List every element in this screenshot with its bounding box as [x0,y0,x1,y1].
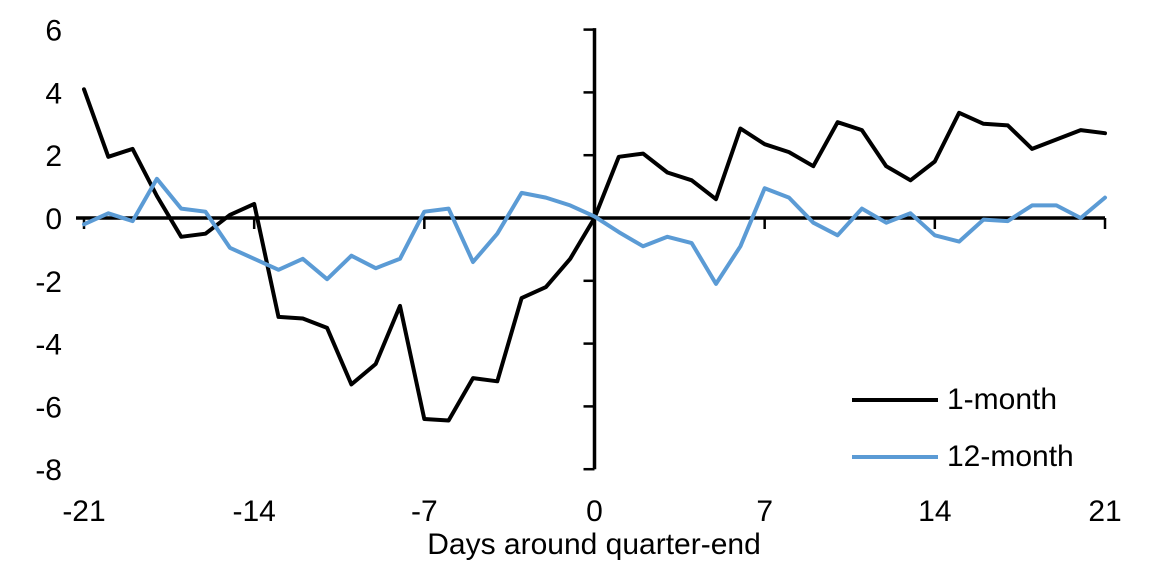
legend-line-swatch-1-month [852,398,938,402]
x-tick-label: 7 [756,495,773,528]
y-tick-label: 4 [45,77,62,110]
y-tick-label: -8 [35,454,62,487]
x-tick-label: 14 [918,495,951,528]
legend-label-12-month: 12-month [947,440,1074,473]
x-tick-label: -21 [62,495,105,528]
y-tick-label: -6 [35,391,62,424]
legend-label-1-month: 1-month [947,383,1058,416]
legend-item-12-month: 12-month [852,440,1074,474]
legend-item-1-month: 1-month [852,383,1074,417]
y-tick-label: -2 [35,266,62,299]
series-line-12-month [82,176,1107,286]
x-tick-label: 0 [586,495,603,528]
legend: 1-month 12-month [852,383,1074,474]
y-tick-label: -4 [35,329,62,362]
legend-line-swatch-12-month [852,455,938,459]
y-tick-label: 6 [45,15,62,48]
x-tick-label: 21 [1088,495,1121,528]
y-tick-label: 0 [45,203,62,236]
y-tick-label: 2 [45,140,62,173]
x-tick-label: -7 [411,495,438,528]
x-tick-label: -14 [232,495,275,528]
x-axis-title: Days around quarter-end [427,528,761,561]
